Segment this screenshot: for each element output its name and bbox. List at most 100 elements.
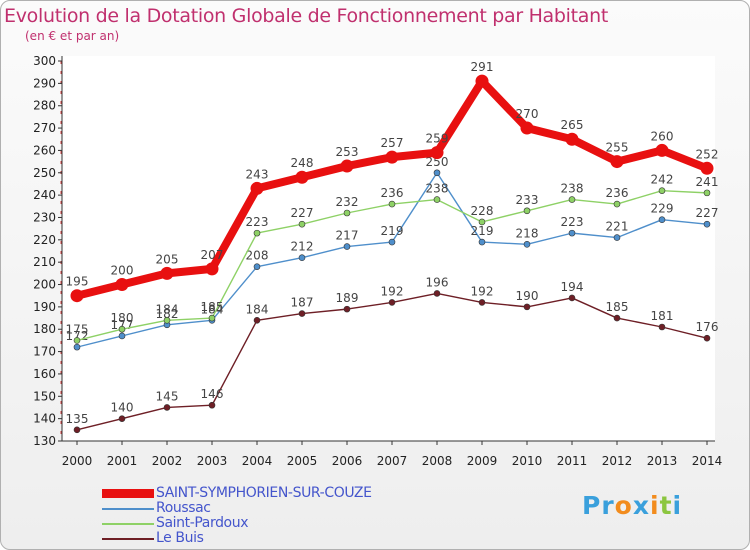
data-label-saint-symphorien-sur-couze: 253 — [336, 145, 359, 159]
data-point-saint-symphorien-sur-couze — [385, 150, 399, 164]
data-label-le-buis: 146 — [201, 387, 224, 401]
data-label-saint-pardoux: 242 — [651, 173, 674, 187]
legend-swatch — [102, 538, 154, 540]
data-point-saint-pardoux — [298, 220, 306, 228]
legend-label: Saint-Pardoux — [156, 515, 249, 531]
legend-swatch — [102, 489, 154, 498]
data-point-saint-pardoux — [433, 196, 441, 203]
data-label-saint-pardoux: 227 — [291, 206, 314, 220]
data-point-le-buis — [208, 401, 216, 409]
y-tick-label: 230 — [33, 210, 56, 224]
data-label-le-buis: 196 — [426, 275, 449, 289]
data-point-le-buis — [568, 294, 576, 302]
legend-swatch — [102, 523, 154, 525]
data-label-saint-pardoux: 238 — [561, 182, 584, 196]
y-tick-label: 300 — [33, 54, 56, 68]
data-point-roussac — [253, 263, 261, 270]
y-tick-label: 260 — [33, 143, 56, 157]
data-point-roussac — [73, 343, 81, 351]
data-label-le-buis: 185 — [606, 300, 629, 314]
data-label-saint-pardoux: 223 — [246, 215, 269, 229]
data-label-roussac: 229 — [651, 202, 674, 216]
y-tick-label: 130 — [33, 434, 56, 448]
data-label-roussac: 227 — [696, 206, 719, 220]
data-label-saint-pardoux: 236 — [606, 186, 629, 200]
data-point-saint-pardoux — [73, 337, 81, 344]
data-label-saint-pardoux: 184 — [156, 302, 179, 316]
data-point-le-buis — [478, 299, 486, 306]
data-label-roussac: 219 — [381, 224, 404, 238]
x-tick-label: 2011 — [557, 454, 588, 468]
y-tick-label: 270 — [33, 121, 56, 135]
data-label-roussac: 221 — [606, 220, 629, 234]
data-label-le-buis: 184 — [246, 302, 269, 316]
y-tick-label: 150 — [33, 389, 56, 403]
y-tick-label: 210 — [33, 255, 56, 269]
data-point-saint-pardoux — [703, 189, 711, 197]
x-tick-label: 2010 — [512, 454, 543, 468]
data-point-saint-pardoux — [613, 200, 621, 208]
data-point-saint-symphorien-sur-couze — [340, 159, 354, 173]
data-label-saint-symphorien-sur-couze: 270 — [516, 107, 539, 121]
data-point-roussac — [568, 229, 576, 237]
data-label-le-buis: 145 — [156, 389, 179, 403]
legend-label: Le Buis — [156, 530, 204, 546]
data-point-roussac — [613, 234, 621, 241]
logo-letter: Pr — [582, 491, 615, 520]
data-point-saint-pardoux — [388, 200, 396, 208]
chart-subtitle: (en € et par an) — [25, 29, 120, 43]
data-label-roussac: 208 — [246, 249, 269, 263]
data-label-saint-pardoux: 180 — [111, 311, 134, 325]
data-point-saint-symphorien-sur-couze — [70, 289, 84, 303]
x-tick-label: 2008 — [422, 454, 453, 468]
data-label-saint-pardoux: 241 — [696, 175, 719, 189]
logo-letter: i — [649, 491, 660, 520]
data-label-saint-symphorien-sur-couze: 259 — [426, 132, 449, 146]
data-point-saint-symphorien-sur-couze — [610, 155, 624, 169]
logo-letter: o — [614, 491, 633, 520]
data-label-roussac: 212 — [291, 240, 314, 254]
data-label-le-buis: 192 — [471, 284, 494, 298]
y-tick-label: 250 — [33, 166, 56, 180]
data-point-roussac — [703, 220, 711, 228]
data-label-saint-pardoux: 185 — [201, 300, 224, 314]
data-point-saint-pardoux — [208, 314, 216, 322]
data-label-le-buis: 181 — [651, 309, 674, 323]
data-point-le-buis — [253, 316, 261, 324]
data-point-le-buis — [343, 305, 351, 313]
data-label-saint-pardoux: 232 — [336, 195, 359, 209]
data-point-saint-symphorien-sur-couze — [205, 262, 219, 276]
data-point-saint-pardoux — [118, 325, 126, 333]
legend-label: Roussac — [156, 500, 211, 516]
y-tick-label: 160 — [33, 367, 56, 381]
x-tick-label: 2000 — [62, 454, 93, 468]
data-label-saint-pardoux: 238 — [426, 182, 449, 196]
y-tick-label: 280 — [33, 99, 56, 113]
data-point-saint-symphorien-sur-couze — [565, 132, 579, 146]
y-tick-label: 170 — [33, 345, 56, 359]
data-point-saint-pardoux — [523, 207, 531, 215]
data-point-le-buis — [433, 290, 441, 297]
data-point-roussac — [658, 216, 666, 224]
data-point-le-buis — [523, 303, 531, 311]
data-label-saint-symphorien-sur-couze: 195 — [66, 275, 89, 289]
data-point-le-buis — [613, 314, 621, 322]
legend-swatch — [102, 508, 154, 510]
plot-area — [62, 56, 715, 441]
data-point-saint-pardoux — [658, 187, 666, 194]
y-tick-label: 220 — [33, 233, 56, 247]
x-tick-label: 2014 — [692, 454, 723, 468]
data-point-saint-symphorien-sur-couze — [520, 121, 534, 135]
x-tick-label: 2001 — [107, 454, 138, 468]
data-point-saint-symphorien-sur-couze — [475, 74, 489, 88]
data-point-le-buis — [298, 310, 306, 317]
x-tick-label: 2009 — [467, 454, 498, 468]
data-label-le-buis: 135 — [66, 412, 89, 426]
data-label-saint-symphorien-sur-couze: 200 — [111, 264, 134, 278]
data-label-le-buis: 176 — [696, 320, 719, 334]
y-tick-label: 140 — [33, 412, 56, 426]
data-point-roussac — [523, 240, 531, 248]
x-tick-label: 2013 — [647, 454, 678, 468]
data-label-saint-symphorien-sur-couze: 248 — [291, 156, 314, 170]
